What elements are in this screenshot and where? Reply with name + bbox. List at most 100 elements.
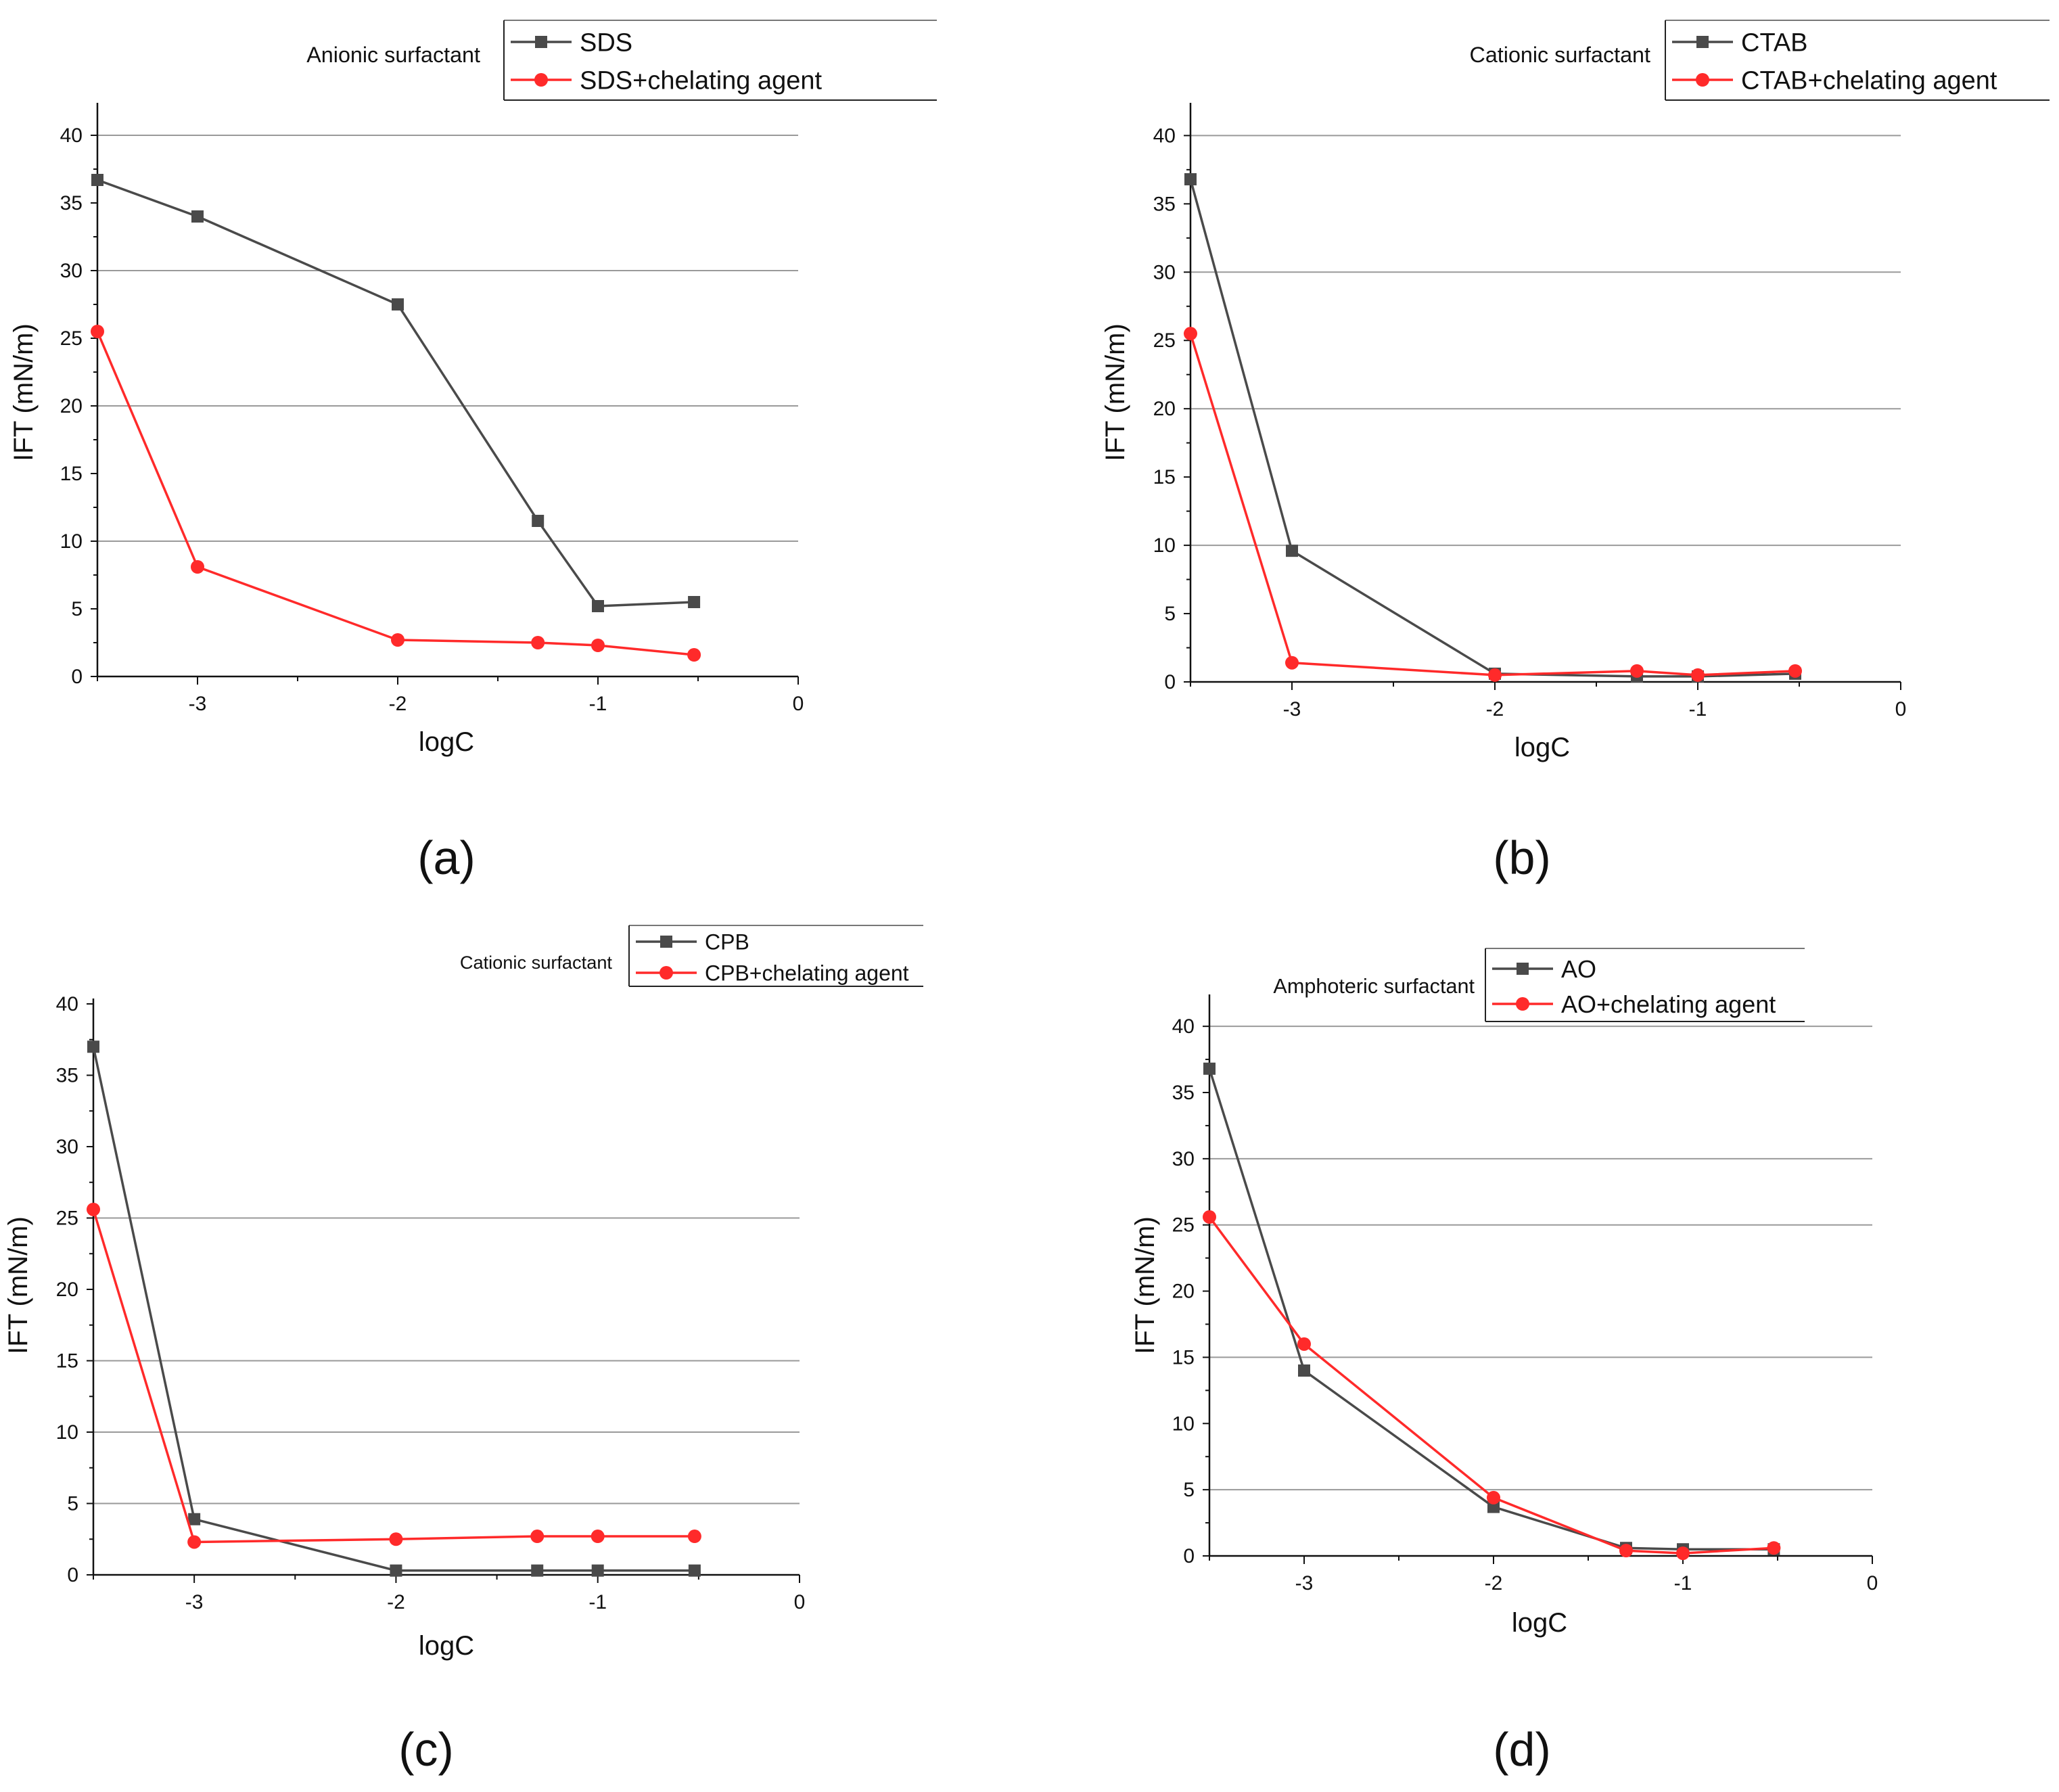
y-tick-label: 40	[1153, 124, 1176, 147]
legend-swatch-circle	[1516, 997, 1529, 1011]
data-point-circle	[687, 648, 701, 662]
y-tick-label: 5	[1164, 603, 1176, 625]
y-tick-label: 25	[1153, 329, 1176, 352]
y-axis-label: IFT (mN/m)	[3, 1216, 33, 1354]
legend-entry: CPB+chelating agent	[705, 961, 909, 986]
y-tick-label: 20	[56, 1279, 78, 1301]
legend-swatch-square	[1517, 963, 1529, 975]
x-axis-label: logC	[1514, 733, 1570, 762]
data-point-circle	[1285, 656, 1299, 670]
legend-swatch-circle	[1696, 73, 1709, 87]
x-tick-label: -1	[588, 1591, 607, 1613]
data-point-square	[1298, 1364, 1310, 1377]
data-point-circle	[530, 1530, 545, 1544]
data-point-circle	[1619, 1544, 1633, 1558]
data-point-circle	[191, 560, 204, 574]
y-tick-label: 20	[1172, 1281, 1195, 1303]
data-point-square	[688, 1564, 701, 1577]
data-point-square	[688, 596, 701, 608]
legend-entry: CTAB	[1741, 29, 1808, 58]
y-tick-label: 15	[60, 463, 83, 485]
y-tick-label: 20	[60, 395, 83, 417]
data-point-circle	[591, 1530, 605, 1544]
data-point-square	[591, 1564, 604, 1577]
legend-title: Anionic surfactant	[306, 43, 480, 67]
x-tick-label: -2	[389, 693, 407, 715]
chart-panel-b: 0 5 10 15 20 25 30 35 40 -3 -2 -1 0 logC IFT (mN/m) Cat…	[1101, 20, 2050, 884]
series-line	[92, 1046, 695, 1572]
y-tick-label: 0	[1183, 1545, 1195, 1567]
x-tick-label: -1	[1689, 698, 1707, 720]
legend-swatch-circle	[534, 73, 548, 87]
data-point-circle	[87, 1202, 100, 1216]
data-point-circle	[1487, 1490, 1500, 1504]
data-point-circle	[391, 633, 404, 647]
data-point-square	[392, 298, 404, 311]
data-point-circle	[591, 639, 605, 652]
y-tick-label: 5	[1183, 1479, 1195, 1501]
x-axis-label: logC	[1512, 1608, 1567, 1638]
y-tick-label: 5	[67, 1493, 78, 1515]
y-tick-label: 25	[56, 1208, 78, 1230]
series-line	[92, 1209, 695, 1544]
y-axis-label: IFT (mN/m)	[9, 323, 39, 461]
y-tick-label: 0	[67, 1564, 78, 1586]
data-point-circle	[1676, 1546, 1690, 1561]
y-tick-label: 10	[1172, 1412, 1195, 1435]
series-line	[97, 179, 695, 607]
legend-title: Amphoteric surfactant	[1273, 975, 1475, 998]
y-tick-label: 0	[71, 666, 83, 688]
data-point-square	[1487, 1500, 1500, 1513]
y-tick-label: 10	[60, 530, 83, 553]
data-point-circle	[1788, 664, 1802, 678]
data-point-square	[1184, 173, 1197, 185]
data-point-square	[531, 1564, 544, 1577]
y-tick-label: 10	[1153, 534, 1176, 557]
data-point-square	[1203, 1062, 1216, 1075]
series-line	[1189, 333, 1796, 676]
legend-entry: AO+chelating agent	[1561, 990, 1776, 1018]
x-tick-label: 0	[794, 1591, 806, 1613]
x-tick-label: -3	[189, 693, 207, 715]
data-point-circle	[91, 325, 104, 338]
y-tick-label: 35	[1153, 193, 1176, 215]
data-point-square	[1286, 545, 1298, 557]
legend-entry: CTAB+chelating agent	[1741, 67, 1997, 95]
legend-swatch-square	[1696, 36, 1709, 48]
data-point-square	[87, 1040, 99, 1053]
data-point-circle	[187, 1535, 202, 1549]
y-tick-label: 30	[60, 260, 83, 282]
y-tick-label: 20	[1153, 398, 1176, 420]
x-tick-label: -2	[1486, 698, 1504, 720]
x-tick-label: -3	[185, 1591, 204, 1613]
panel-label: (b)	[1493, 831, 1551, 884]
y-tick-label: 40	[1172, 1015, 1195, 1038]
data-point-circle	[1767, 1541, 1781, 1555]
chart-panel-a: 0 5 10 15 20 25 30 35 40 -3 -2 -1 0 logC IFT (mN/m) Ani…	[9, 20, 937, 884]
series-line	[96, 331, 695, 656]
y-tick-label: 25	[1172, 1214, 1195, 1237]
series-line	[1189, 179, 1796, 678]
data-point-circle	[531, 636, 545, 649]
y-tick-label: 30	[56, 1136, 78, 1158]
y-tick-label: 10	[56, 1421, 78, 1444]
data-point-circle	[1184, 327, 1197, 341]
y-tick-label: 40	[60, 124, 83, 147]
panel-label: (a)	[417, 831, 476, 884]
y-tick-label: 5	[71, 598, 83, 620]
legend-swatch-square	[535, 36, 547, 48]
panel-label: (c)	[398, 1723, 454, 1776]
data-point-circle	[1691, 668, 1705, 682]
y-tick-label: 40	[56, 993, 78, 1015]
data-point-square	[390, 1564, 402, 1577]
data-point-circle	[1630, 664, 1644, 678]
legend-entry: CPB	[705, 930, 749, 955]
data-point-square	[592, 600, 604, 612]
y-tick-label: 30	[1153, 261, 1176, 283]
legend-swatch-circle	[660, 966, 673, 980]
x-tick-label: -2	[1485, 1572, 1503, 1594]
data-point-square	[532, 515, 545, 527]
y-tick-label: 0	[1164, 671, 1176, 693]
data-point-circle	[1488, 668, 1502, 682]
